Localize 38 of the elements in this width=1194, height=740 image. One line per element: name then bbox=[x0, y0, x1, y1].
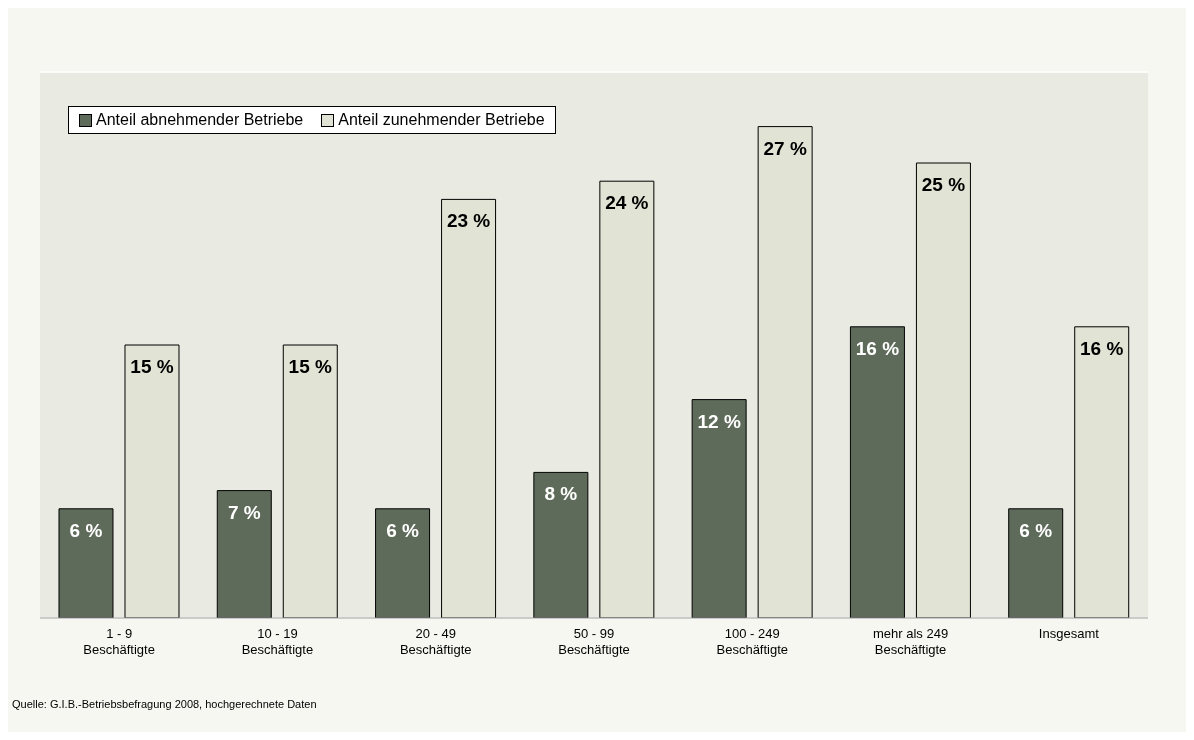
legend-label: Anteil abnehmender Betriebe bbox=[96, 111, 304, 129]
data-label: 23 % bbox=[446, 210, 491, 232]
x-tick-label: mehr als 249 Beschäftigte bbox=[872, 626, 949, 657]
source-note: Quelle: G.I.B.-Betriebsbefragung 2008, hochgerechnete Daten bbox=[12, 698, 317, 710]
data-label: 12 % bbox=[697, 410, 741, 432]
bar bbox=[58, 508, 114, 618]
data-label: 6 % bbox=[386, 519, 420, 541]
data-label: 24 % bbox=[605, 192, 649, 214]
data-label: 8 % bbox=[544, 483, 578, 505]
bar bbox=[849, 326, 905, 618]
bar bbox=[533, 471, 589, 618]
x-tick-label: 50 - 99 Beschäftigte bbox=[558, 626, 630, 657]
bar bbox=[915, 162, 971, 618]
data-label: 27 % bbox=[763, 137, 807, 159]
bar bbox=[691, 399, 747, 618]
bar bbox=[599, 180, 655, 618]
bar bbox=[282, 344, 338, 618]
x-tick-label: 20 - 49 Beschäftigte bbox=[399, 626, 472, 657]
data-label: 25 % bbox=[921, 174, 966, 195]
x-tick-label: Insgesamt bbox=[1038, 626, 1100, 641]
bar bbox=[375, 508, 431, 618]
data-label: 7 % bbox=[227, 501, 261, 523]
bar bbox=[124, 344, 180, 618]
bar bbox=[216, 490, 272, 618]
bar bbox=[757, 126, 813, 618]
data-label: 16 % bbox=[855, 337, 900, 359]
data-label: 15 % bbox=[288, 356, 333, 377]
data-label: 16 % bbox=[1080, 337, 1124, 359]
data-label: 6 % bbox=[1019, 519, 1053, 541]
x-tick-label: 100 - 249 Beschäftigte bbox=[716, 626, 789, 657]
data-label: 6 % bbox=[69, 519, 103, 541]
legend-label: Anteil zunehmender Betriebe bbox=[338, 111, 545, 129]
x-tick-label: 10 - 19 Beschäftigte bbox=[241, 626, 314, 657]
data-label: 15 % bbox=[130, 356, 174, 377]
x-tick-label: 1 - 9 Beschäftigte bbox=[83, 626, 155, 657]
bar bbox=[441, 198, 497, 618]
bar bbox=[1074, 326, 1130, 618]
bar bbox=[1008, 508, 1064, 618]
